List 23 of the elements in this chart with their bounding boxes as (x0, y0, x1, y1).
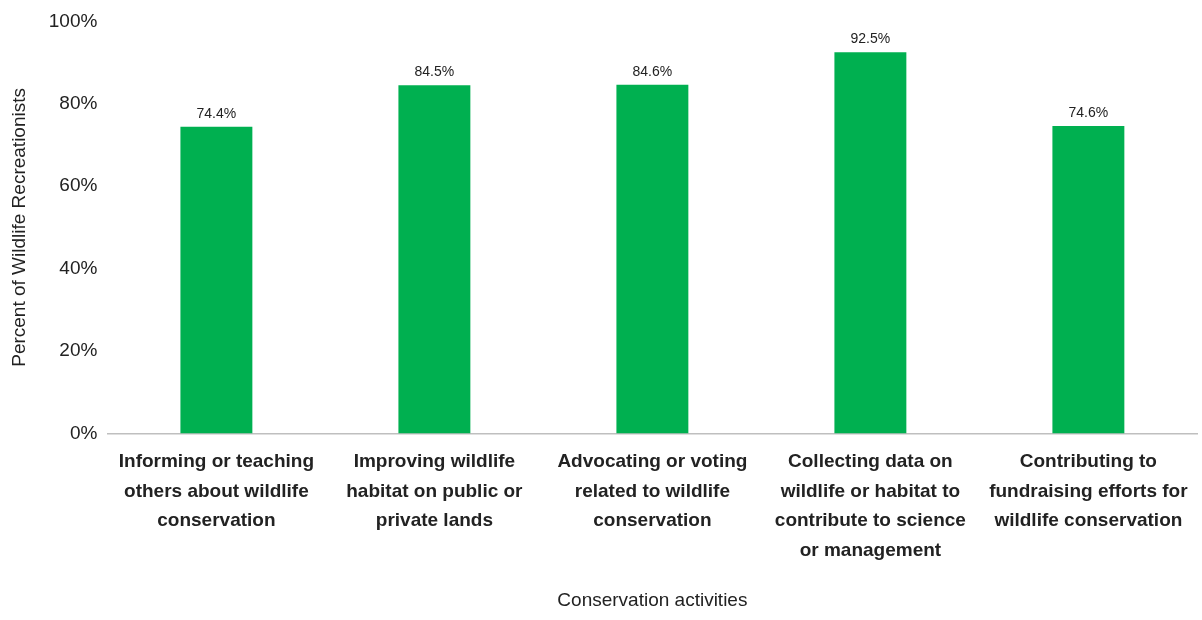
data-label: 92.5% (850, 30, 891, 47)
data-label: 74.6% (1068, 103, 1109, 120)
x-tick-label: Informing or teaching others about wildlife conservation (118, 450, 315, 531)
y-tick-label: 0% (69, 421, 98, 443)
bar (834, 52, 907, 434)
bar (1052, 126, 1125, 434)
bar (398, 85, 471, 434)
data-label: 84.6% (632, 62, 673, 79)
x-tick-label: Collecting data on wildlife or habitat to contribute to science or management (774, 450, 966, 560)
x-axis-title: Conservation activities (557, 588, 748, 610)
x-tick-label: Advocating or voting related to wildlife conservation (557, 450, 748, 531)
y-tick-label: 20% (59, 339, 98, 361)
y-tick-label: 40% (59, 256, 98, 278)
x-tick-label: Improving wildlife habitat on public or private lands (346, 450, 524, 531)
y-tick-label: 60% (59, 174, 98, 196)
y-tick-label: 80% (59, 92, 98, 114)
data-label: 84.5% (414, 63, 455, 80)
x-tick-label: Contributing to fundraising efforts for wildlife conservation (989, 450, 1189, 531)
bar (616, 84, 689, 434)
data-label: 74.4% (196, 104, 237, 121)
bar (180, 126, 253, 434)
y-axis-title: Percent of Wildlife Recreationists (7, 88, 29, 367)
y-tick-label: 100% (48, 9, 98, 31)
